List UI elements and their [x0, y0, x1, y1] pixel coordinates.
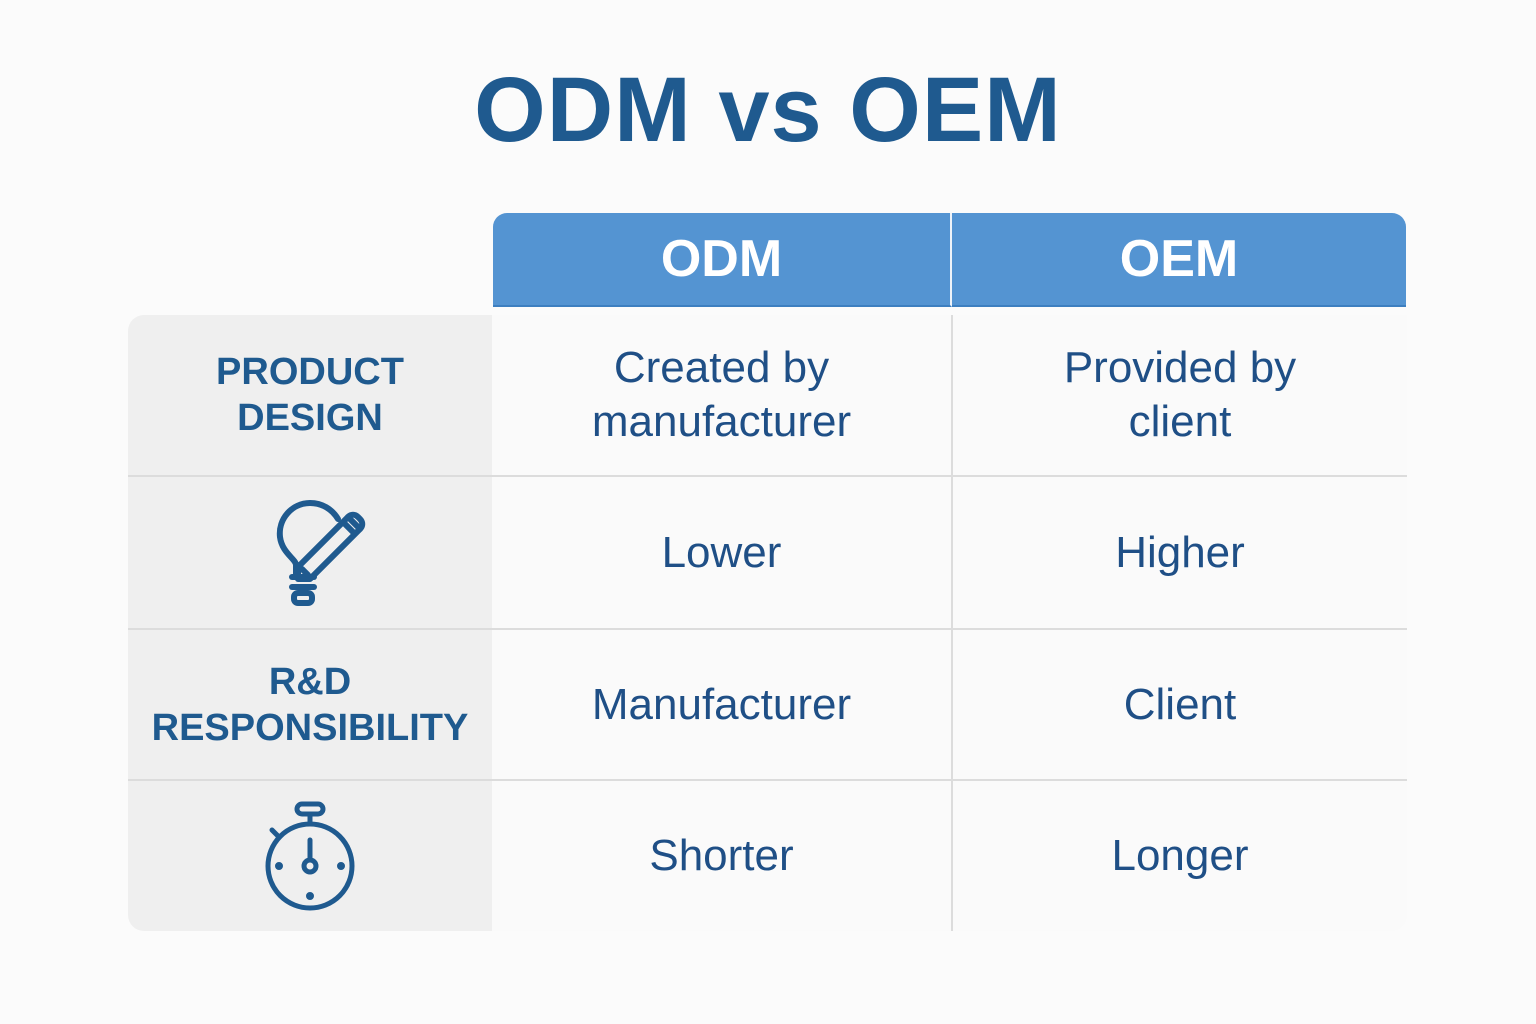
- lightbulb-pencil-icon: [252, 497, 368, 609]
- table-row-product-design: PRODUCT DESIGN Created by manufacturer P…: [128, 315, 1407, 475]
- row-label-icon-cell: [128, 477, 492, 628]
- comparison-table: PRODUCT DESIGN Created by manufacturer P…: [128, 315, 1407, 931]
- cell-odm-product-design: Created by manufacturer: [492, 315, 953, 475]
- cell-text-line: manufacturer: [591, 397, 852, 446]
- cell-oem-rd-responsibility: Client: [1123, 679, 1237, 729]
- stopwatch-icon: [260, 800, 360, 912]
- cell-odm-rd-responsibility: Manufacturer: [492, 630, 953, 779]
- row-label-line: R&D: [268, 660, 352, 703]
- cell-odm-time-to-market: Shorter: [492, 781, 953, 931]
- label-column-background: [128, 315, 492, 931]
- cell-text-line: Provided by: [1063, 343, 1297, 392]
- row-label-product-design: PRODUCT DESIGN: [128, 315, 492, 475]
- cell-text-line: client: [1128, 397, 1232, 446]
- column-header-oem: OEM: [952, 213, 1406, 307]
- row-label-line: PRODUCT: [216, 351, 404, 393]
- page-title: ODM vs OEM: [474, 59, 1062, 161]
- table-row-design-cost: Lower Higher: [128, 475, 1407, 628]
- table-row-rd-responsibility: R&D RESPONSIBILITY Manufacturer Client: [128, 628, 1407, 779]
- row-label-icon-cell: [128, 781, 492, 931]
- row-label-rd-responsibility: R&D RESPONSIBILITY: [128, 630, 492, 779]
- row-label-line: DESIGN: [237, 397, 383, 439]
- cell-text-line: Created by: [613, 343, 830, 392]
- cell-odm-design-cost: Lower: [492, 477, 953, 628]
- cell-oem-time-to-market: Longer: [1111, 831, 1249, 880]
- cell-oem-design-cost: Higher: [1115, 527, 1245, 577]
- table-header: ODM OEM: [493, 213, 1406, 307]
- cell-oem-product-design: Provided by client: [953, 315, 1407, 475]
- table-row-time-to-market: Shorter Longer: [128, 779, 1407, 931]
- column-header-odm: ODM: [493, 213, 952, 307]
- row-label-line: RESPONSIBILITY: [151, 706, 469, 749]
